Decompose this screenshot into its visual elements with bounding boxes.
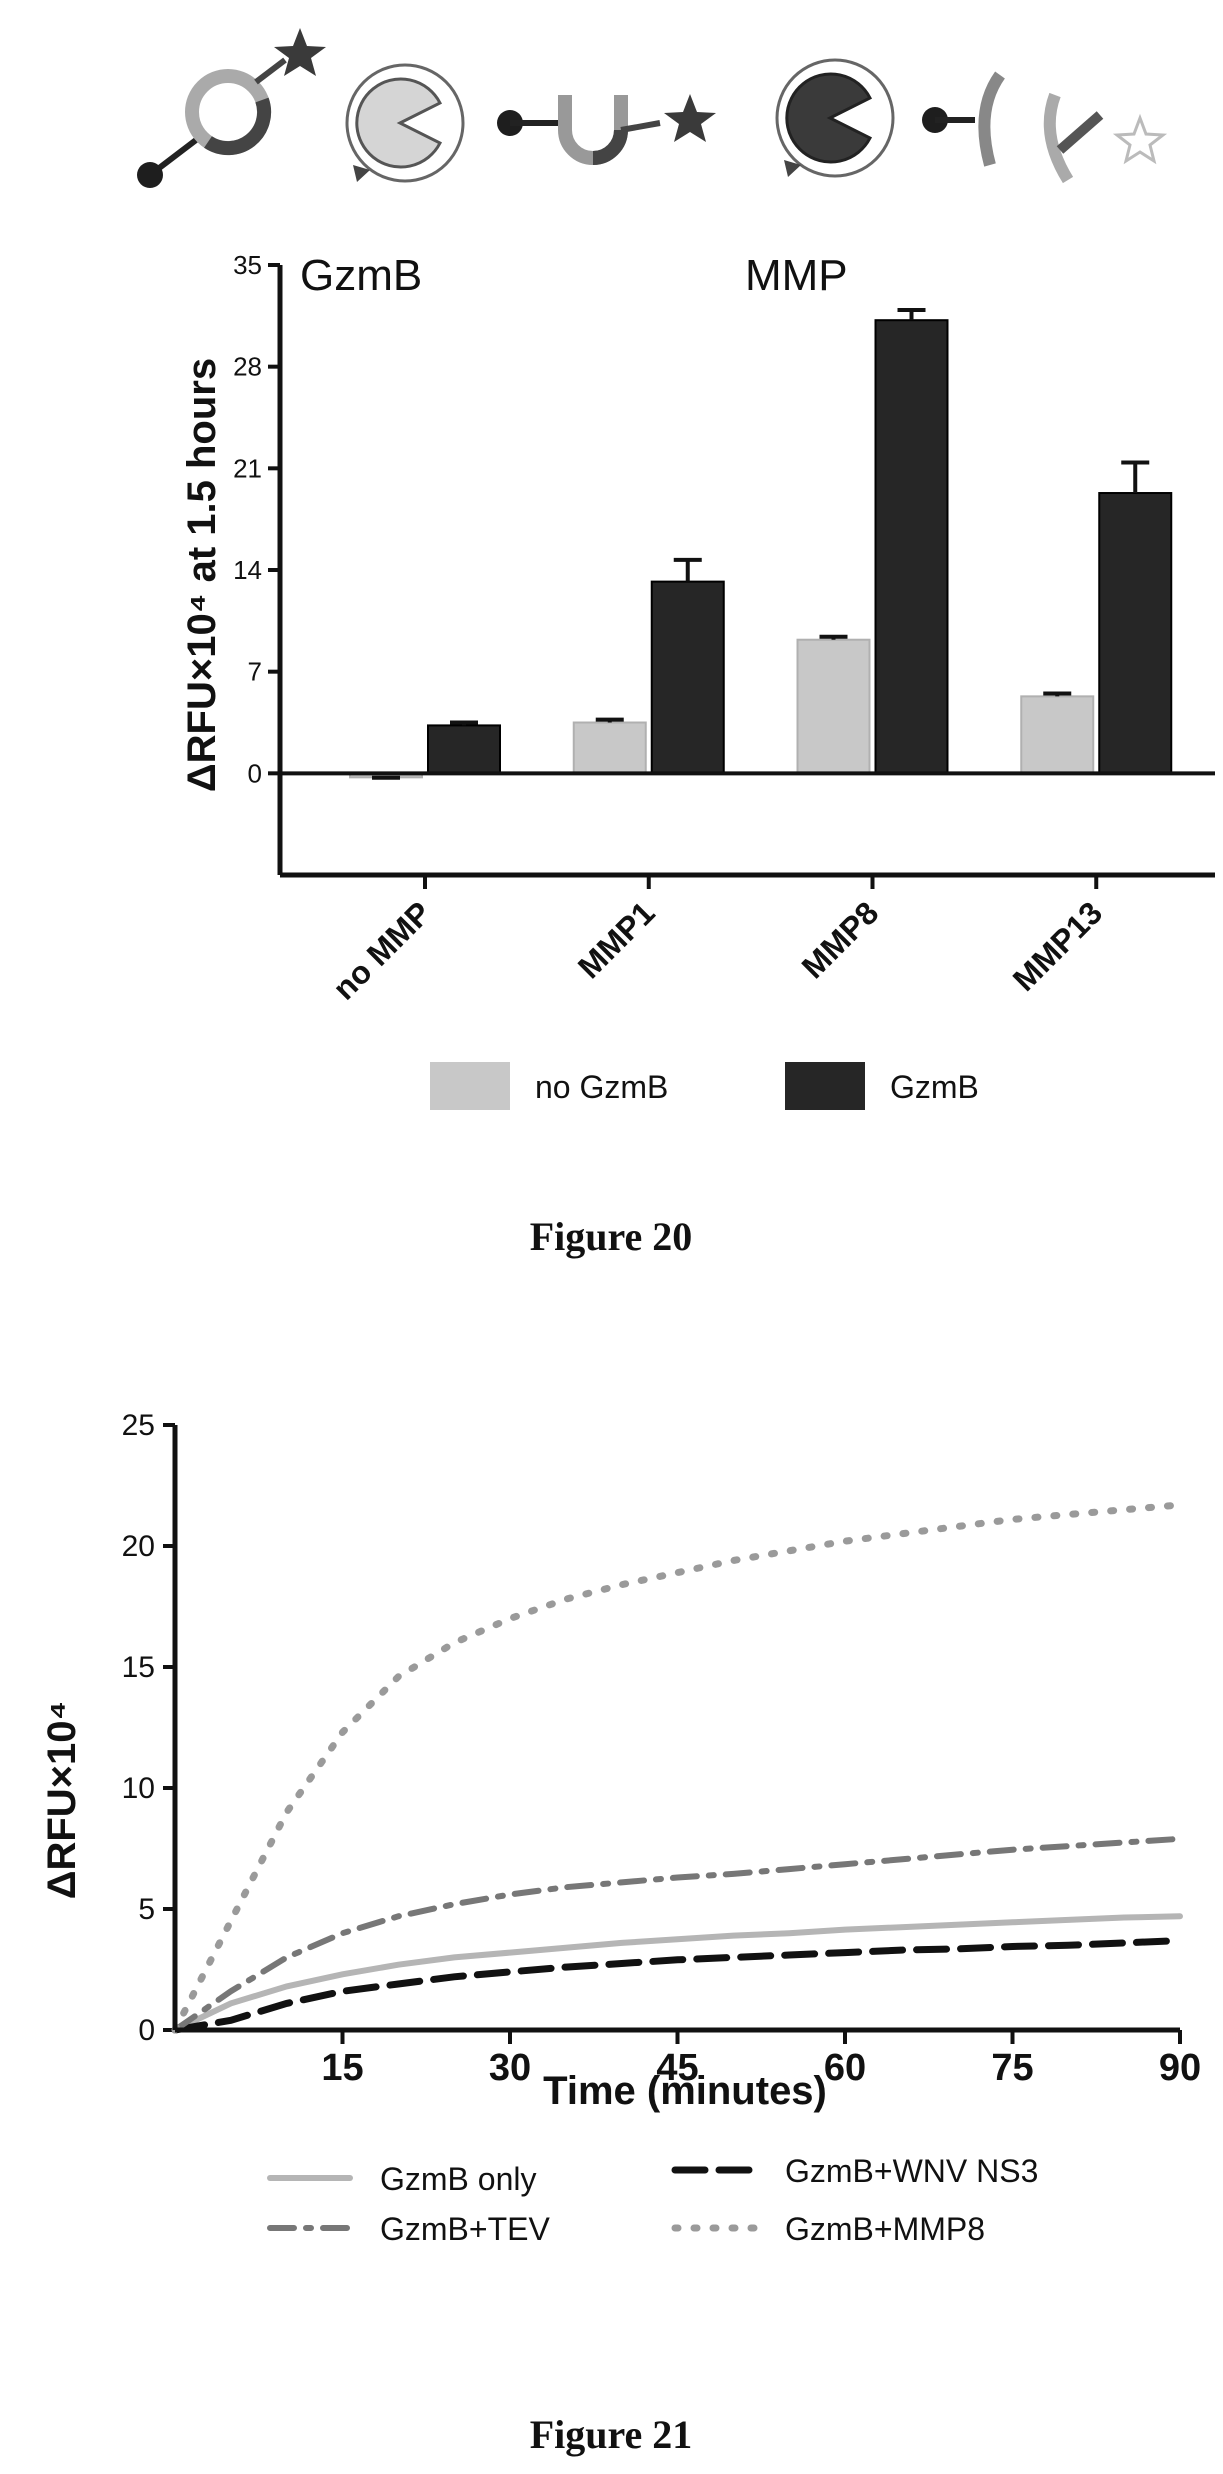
f21-ticks: 0 5 10 15 20 25 15 30 45 60 75 90 [122,1409,1202,2089]
f20-x-tick-label: MMP1 [571,894,662,985]
f20-y-tick-label: 7 [248,657,262,687]
f21-series-line [172,1913,1183,2033]
f21-y-tick-label: 15 [122,1651,155,1684]
pacman-enzyme-icon [345,63,465,183]
figure21-line-chart: 0 5 10 15 20 25 15 30 45 60 75 90 ΔRFU×10⁴ Time (mi… [40,1409,1201,2247]
f20-y-tick-label: 21 [233,453,262,483]
pacman-enzyme-dark-icon [775,58,895,178]
f20-bar [650,580,725,775]
f21-y-axis-label: ΔRFU×10⁴ [40,1701,84,1900]
f21-y-tick-label: 0 [138,2014,155,2047]
figure20-bar-chart: 0 7 14 21 28 35 GzmB MMP ΔRFU×10⁴ at 1.5 hour… [180,250,1215,1110]
figure21-caption: Figure 21 [530,2412,693,2457]
cleaved-fragments-icon [922,71,1168,184]
f21-series-line [171,1937,1184,2034]
f21-series-lines [171,1501,1184,2034]
probe-circle-icon [137,28,326,188]
f20-bar [874,319,949,775]
f20-y-tick-label: 14 [233,555,262,585]
f20-x-tick-label: MMP8 [795,894,886,985]
f20-y-ticks: 0 7 14 21 28 35 [233,250,280,788]
f20-y-tick-label: 0 [248,758,262,788]
f21-legend: GzmB only GzmB+WNV NS3 GzmB+TEV GzmB+MMP8 [267,2153,1038,2247]
f21-legend-label: GzmB+WNV NS3 [785,2153,1038,2189]
f21-x-tick-label: 30 [489,2047,531,2089]
f21-y-tick-label: 5 [138,1893,155,1926]
f21-y-tick-label: 10 [122,1772,155,1805]
f21-y-tick-label: 25 [122,1409,155,1442]
f21-x-tick-label: 75 [991,2047,1033,2089]
f20-bars [349,308,1173,780]
figure20-caption: Figure 20 [530,1214,693,1259]
f21-series-line [171,1501,1184,2034]
f20-bar [1020,695,1095,775]
f20-bar [796,638,871,775]
f20-legend-swatch [785,1062,865,1110]
f20-bar [427,724,501,775]
f20-legend: no GzmB GzmB [430,1062,979,1110]
f20-legend-swatch [430,1062,510,1110]
f21-legend-label: GzmB+MMP8 [785,2211,985,2247]
f21-x-tick-label: 60 [824,2047,866,2089]
f20-y-tick-label: 35 [233,250,262,280]
f21-x-axis-label: Time (minutes) [543,2069,827,2113]
f20-axes [277,265,1215,878]
f20-x-tick-labels: no MMP MMP1 MMP8 MMP13 [326,875,1109,1007]
f21-x-tick-label: 45 [656,2047,698,2089]
f20-title-right: MMP [745,251,848,300]
f20-y-axis-label: ΔRFU×10⁴ at 1.5 hours [180,358,224,792]
f20-x-tick-label: MMP13 [1006,894,1109,997]
f20-bar [1098,492,1173,775]
f21-y-tick-label: 20 [122,1530,155,1563]
f20-x-tick-label: no MMP [326,894,438,1006]
f21-legend-label: GzmB only [380,2161,536,2197]
f20-bar [572,721,647,775]
f21-legend-label: GzmB+TEV [380,2211,550,2247]
f20-legend-label: GzmB [890,1069,979,1105]
f21-series-line [172,1835,1183,2033]
f20-title-left: GzmB [300,251,422,300]
f20-legend-label: no GzmB [535,1069,668,1105]
f21-x-tick-label: 15 [321,2047,363,2089]
f21-axes [172,1425,1180,2033]
f20-y-tick-label: 28 [233,352,262,382]
probe-u-shape-icon [497,94,716,165]
f21-x-tick-label: 90 [1159,2047,1201,2089]
mechanism-schematic [137,28,1168,188]
